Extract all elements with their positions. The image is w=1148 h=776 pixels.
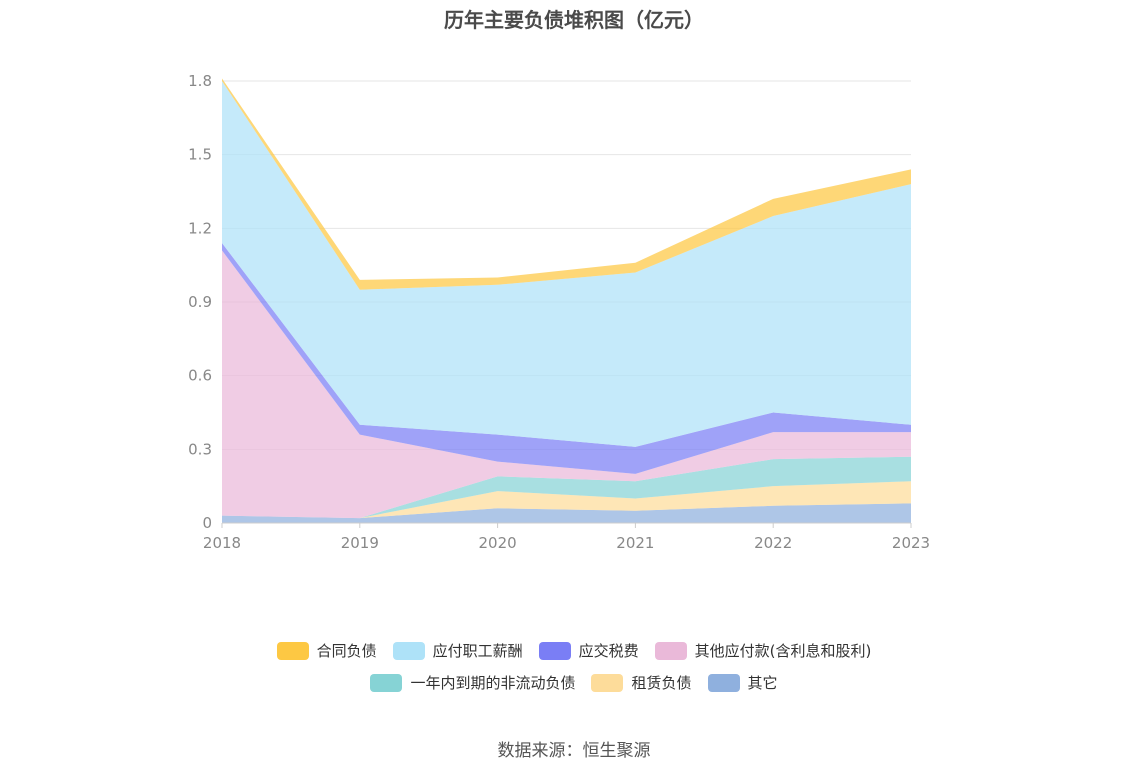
y-tick-label: 0 [202,514,212,532]
y-tick-label: 1.8 [188,72,212,90]
area-series [222,81,911,447]
area-series [222,481,911,519]
data-source: 数据来源：恒生聚源 [497,741,651,761]
legend-item-lease-liabilities[interactable]: 租赁负债 [591,672,692,693]
legend-item-contract-liabilities[interactable]: 合同负债 [276,640,377,661]
legend-label: 租赁负债 [631,674,692,692]
legend-swatch [538,641,571,660]
x-tick-label: 2019 [341,534,379,552]
y-tick-label: 1.2 [188,219,212,237]
legend-label: 应交税费 [578,642,639,660]
chart-title: 历年主要负债堆积图（亿元） [444,8,704,32]
x-tick-label: 2023 [892,534,930,552]
legend-swatch [392,641,425,660]
area-series [222,250,911,519]
legend-label: 合同负债 [316,642,377,660]
x-tick-label: 2021 [616,534,654,552]
legend-swatch [276,641,309,660]
legend-item-other[interactable]: 其它 [707,672,778,693]
y-tick-label: 0.6 [188,367,212,385]
legend-swatch [654,641,687,660]
y-tick-label: 0.3 [188,440,212,458]
legend-label: 应付职工薪酬 [432,642,523,660]
legend-row-1: 合同负债 应付职工薪酬 应交税费 其他应付款(含利息和股利) [0,640,1148,661]
legend-swatch [707,673,740,692]
legend-label: 其它 [747,674,778,692]
y-tick-label: 1.5 [188,146,212,164]
legend-swatch [591,673,624,692]
area-series [222,456,911,519]
legend-item-other-payables[interactable]: 其他应付款(含利息和股利) [654,640,872,661]
legend-item-current-noncurrent[interactable]: 一年内到期的非流动负债 [370,672,575,693]
legend-item-payroll[interactable]: 应付职工薪酬 [392,640,523,661]
legend-swatch [370,673,403,692]
x-tick-label: 2018 [203,534,241,552]
x-tick-label: 2022 [754,534,792,552]
legend-row-2: 一年内到期的非流动负债 租赁负债 其它 [0,672,1148,693]
area-series [222,503,911,523]
x-tick-label: 2020 [479,534,517,552]
legend-label: 其他应付款(含利息和股利) [694,642,872,660]
stacked-area-chart: 0 0.3 0.6 0.9 1.2 1.5 1.8 2018 2019 2020 2021 2022 2… [188,72,930,552]
y-tick-label: 0.9 [188,293,212,311]
legend-label: 一年内到期的非流动负债 [410,674,576,692]
legend-item-taxes-payable[interactable]: 应交税费 [538,640,639,661]
